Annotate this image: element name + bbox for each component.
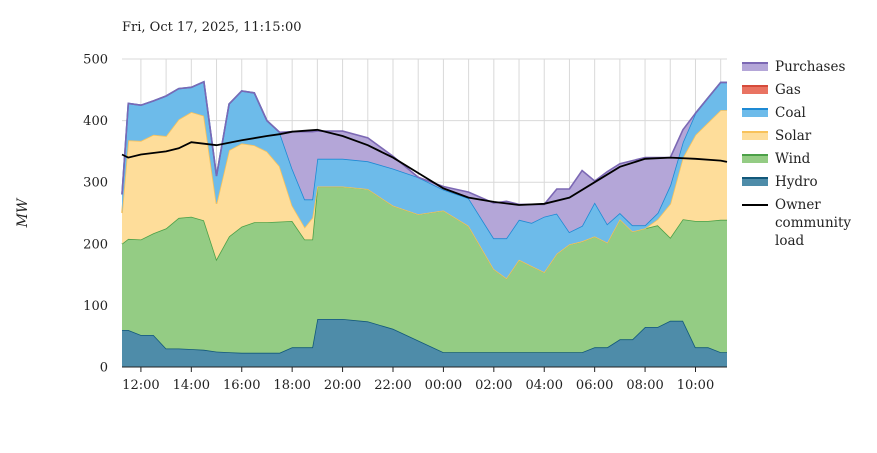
- legend-item-solar[interactable]: Solar: [742, 127, 865, 150]
- legend-label: Wind: [775, 151, 811, 167]
- legend-item-hydro[interactable]: Hydro: [742, 173, 865, 196]
- axes: 0 100 200 300 400 500 12:00 14:00 16:00 18:00 20:0…: [83, 53, 727, 393]
- area-wind[interactable]: [122, 186, 727, 353]
- y-axis-label: MW: [15, 197, 31, 228]
- y-tick-label: 100: [83, 299, 108, 314]
- legend-swatch-hydro: [742, 177, 768, 186]
- legend-label: Hydro: [775, 174, 818, 190]
- legend-label: Coal: [775, 105, 806, 121]
- y-tick-label: 500: [83, 53, 108, 68]
- x-tick-label: 16:00: [223, 378, 260, 393]
- legend-item-purchases[interactable]: Purchases: [742, 58, 865, 81]
- x-tick-label: 08:00: [626, 378, 663, 393]
- area-hydro[interactable]: [122, 319, 727, 367]
- x-tick-label: 06:00: [576, 378, 613, 393]
- series-areas[interactable]: [121, 80, 727, 367]
- y-tick-label: 200: [83, 237, 108, 252]
- x-tick-label: 14:00: [173, 378, 210, 393]
- legend-label: Owner community load: [775, 197, 852, 249]
- legend-item-wind[interactable]: Wind: [742, 150, 865, 173]
- area-edge-purchases: [121, 80, 727, 206]
- x-tick-label: 10:00: [677, 378, 714, 393]
- legend-item-coal[interactable]: Coal: [742, 104, 865, 127]
- x-tick-label: 22:00: [374, 378, 411, 393]
- legend-label: Purchases: [775, 59, 846, 75]
- legend-swatch-purchases: [742, 62, 768, 71]
- x-tick-label: 20:00: [324, 378, 361, 393]
- legend-swatch-load: [742, 204, 768, 206]
- area-solar[interactable]: [122, 110, 727, 279]
- y-tick-label: 300: [83, 176, 108, 191]
- load-line-layer: [121, 128, 728, 206]
- legend-label: Solar: [775, 128, 812, 144]
- x-tick-label: 04:00: [526, 378, 563, 393]
- legend-swatch-coal: [742, 108, 768, 117]
- chart-timestamp: Fri, Oct 17, 2025, 11:15:00: [122, 20, 302, 35]
- legend-swatch-gas: [742, 85, 768, 94]
- y-tick-label: 0: [100, 361, 108, 376]
- x-tick-label: 02:00: [475, 378, 512, 393]
- x-tick-label: 00:00: [425, 378, 462, 393]
- area-purchases[interactable]: [122, 81, 727, 239]
- y-tick-label: 400: [83, 114, 108, 129]
- legend-swatch-solar: [742, 131, 768, 140]
- legend-swatch-wind: [742, 154, 768, 163]
- legend-item-owner-community-load[interactable]: Owner community load: [742, 196, 865, 250]
- chart-legend: Purchases Gas Coal Solar Wind Hydro Owne…: [742, 58, 865, 250]
- x-tick-label: 18:00: [273, 378, 310, 393]
- line-owner-community-load[interactable]: [121, 128, 728, 206]
- legend-label: Gas: [775, 82, 801, 98]
- x-tick-label: 12:00: [122, 378, 159, 393]
- legend-item-gas[interactable]: Gas: [742, 81, 865, 104]
